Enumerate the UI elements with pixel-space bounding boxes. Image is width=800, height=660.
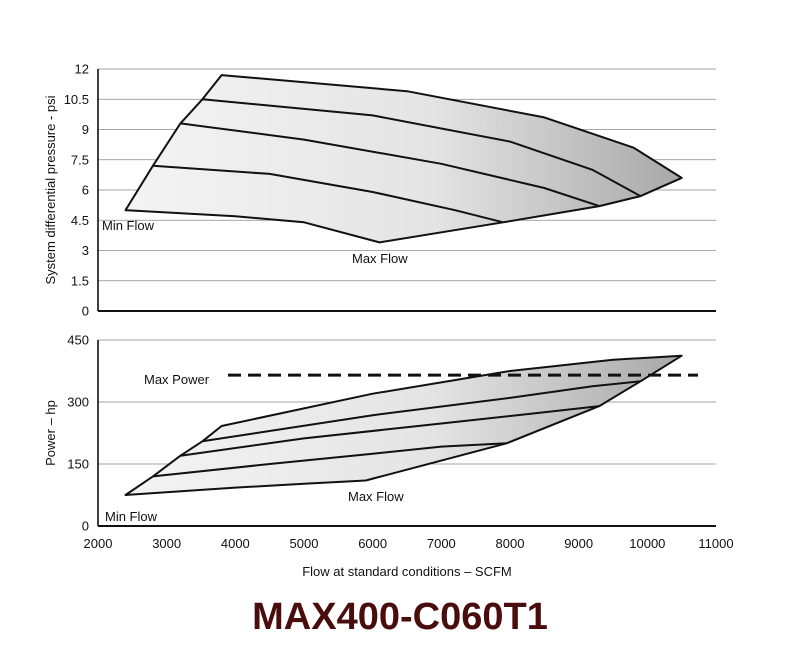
y-tick-label: 0 [82, 304, 89, 319]
speed-curve [152, 442, 507, 478]
x-tick-label: 11000 [698, 536, 733, 551]
y-axis-title: System differential pressure - psi [43, 95, 58, 284]
max-flow-label: Max Flow [352, 251, 408, 266]
x-tick-label: 4000 [221, 536, 250, 551]
operating-envelope [124, 354, 683, 496]
y-tick-label: 3 [82, 243, 89, 258]
model-title: MAX400-C060T1 [252, 596, 548, 638]
max-flow-label: Max Flow [348, 489, 404, 504]
y-tick-label: 9 [82, 122, 89, 137]
x-tick-label: 10000 [629, 536, 665, 551]
x-axis-title: Flow at standard conditions – SCFM [302, 564, 512, 579]
y-tick-label: 6 [82, 183, 89, 198]
y-tick-label: 10.5 [64, 92, 89, 107]
y-tick-label: 0 [82, 519, 89, 534]
y-tick-label: 4.5 [71, 213, 89, 228]
x-tick-label: 3000 [152, 536, 181, 551]
y-tick-label: 12 [75, 62, 89, 77]
y-tick-label: 7.5 [71, 152, 89, 167]
x-tick-label: 9000 [564, 536, 593, 551]
min-flow-label: Min Flow [102, 218, 155, 233]
y-tick-label: 300 [67, 395, 89, 410]
y-tick-label: 150 [67, 457, 89, 472]
speed-curve [202, 98, 641, 197]
power-panel: 0 150 300 450 Max Power Min Flow Max Flow Power… [43, 333, 734, 580]
speed-curve [152, 164, 504, 224]
speed-curve [180, 122, 600, 208]
speed-curve [180, 405, 600, 457]
y-tick-label: 450 [67, 333, 89, 348]
operating-envelope [124, 74, 683, 244]
x-tick-label: 8000 [496, 536, 525, 551]
min-flow-label: Min Flow [105, 509, 158, 524]
y-axis-title: Power – hp [43, 400, 58, 466]
x-tick-label: 5000 [290, 536, 319, 551]
x-tick-label: 7000 [427, 536, 456, 551]
x-tick-label: 6000 [358, 536, 387, 551]
pressure-panel: 0 1.5 3 4.5 6 7.5 9 10.5 12 Min Flow Max Flow Syste… [43, 62, 716, 319]
x-tick-label: 2000 [84, 536, 113, 551]
speed-curve [202, 380, 641, 443]
y-tick-label: 1.5 [71, 273, 89, 288]
max-power-label: Max Power [144, 372, 210, 387]
